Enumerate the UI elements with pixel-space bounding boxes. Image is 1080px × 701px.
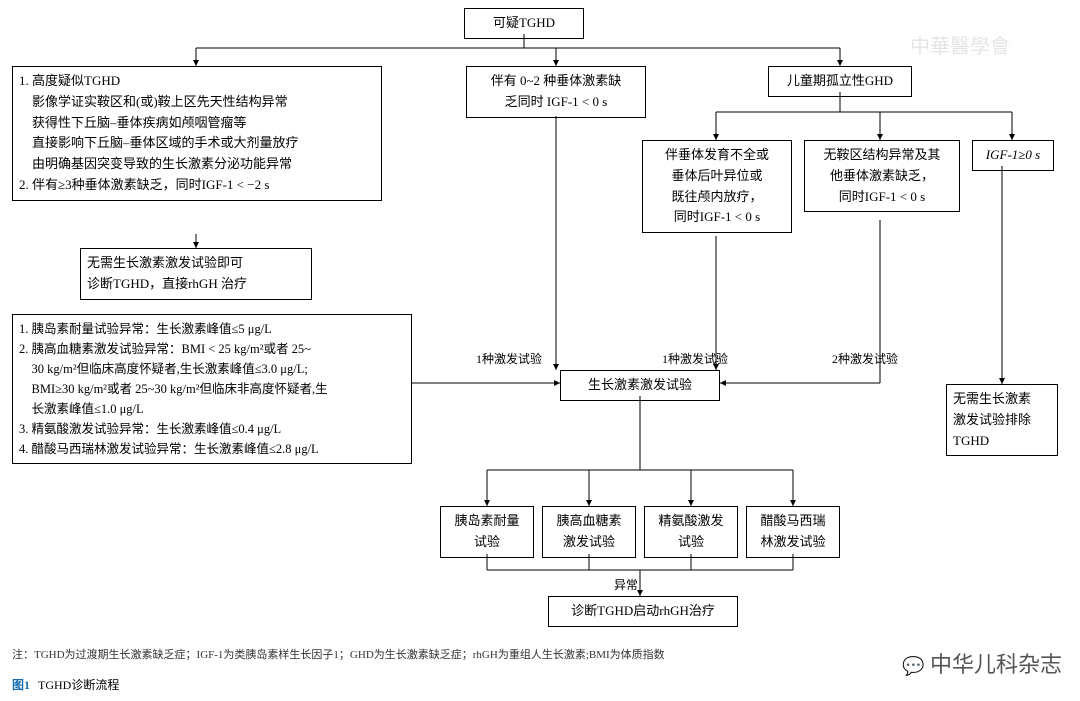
node-stim-test: 生长激素激发试验	[560, 370, 720, 401]
node-criteria: 1. 胰岛素耐量试验异常：生长激素峰值≤5 μg/L 2. 胰高血糖素激发试验异…	[12, 314, 412, 464]
node-t4: 醋酸马西瑞 林激发试验	[746, 506, 840, 558]
node-no-saddle: 无鞍区结构异常及其 他垂体激素缺乏， 同时IGF-1 < 0 s	[804, 140, 960, 212]
label-abnormal: 异常	[612, 576, 640, 593]
figure-number: 图1	[12, 678, 30, 692]
watermark-top: 中華醫學會	[910, 30, 1010, 59]
wechat-icon: 💬	[902, 656, 924, 676]
footnote: 注：TGHD为过渡期生长激素缺乏症；IGF-1为类胰岛素样生长因子1；GHD为生…	[12, 646, 665, 662]
node-root: 可疑TGHD	[464, 8, 584, 39]
node-pituitary: 伴垂体发育不全或 垂体后叶异位或 既往颅内放疗， 同时IGF-1 < 0 s	[642, 140, 792, 233]
label-two-stim: 2种激发试验	[830, 350, 900, 367]
node-t3: 精氨酸激发 试验	[644, 506, 738, 558]
node-t2: 胰高血糖素 激发试验	[542, 506, 636, 558]
figure-title: TGHD诊断流程	[38, 678, 119, 692]
node-no-need: 无需生长激素 激发试验排除 TGHD	[946, 384, 1058, 456]
node-child-ghd: 儿童期孤立性GHD	[768, 66, 912, 97]
watermark-journal: 💬 中华儿科杂志	[902, 647, 1062, 679]
node-no-stim: 无需生长激素激发试验即可 诊断TGHD，直接rhGH 治疗	[80, 248, 312, 300]
node-left-big: 1. 高度疑似TGHD 影像学证实鞍区和(或)鞍上区先天性结构异常 获得性下丘脑…	[12, 66, 382, 201]
figure-caption: 图1 TGHD诊断流程	[12, 676, 119, 693]
label-one-stim-b: 1种激发试验	[660, 350, 730, 367]
label-one-stim-a: 1种激发试验	[474, 350, 544, 367]
node-mid02: 伴有 0~2 种垂体激素缺 乏同时 IGF-1 < 0 s	[466, 66, 646, 118]
node-final: 诊断TGHD启动rhGH治疗	[548, 596, 738, 627]
node-igf-ge0: IGF-1≥0 s	[972, 140, 1054, 171]
node-t1: 胰岛素耐量 试验	[440, 506, 534, 558]
